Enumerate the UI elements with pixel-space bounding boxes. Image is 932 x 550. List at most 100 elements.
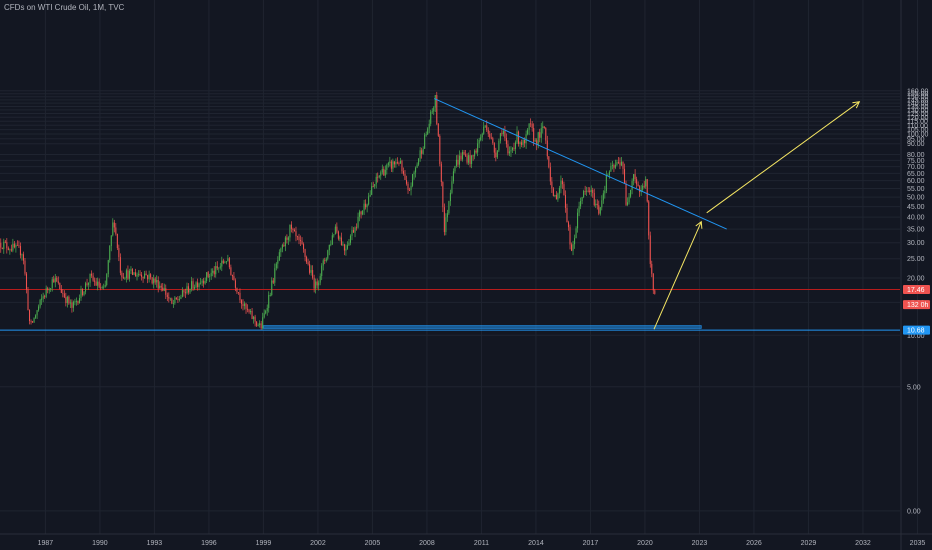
candle-body xyxy=(633,174,635,182)
candle-body xyxy=(95,281,97,286)
candle-body xyxy=(128,270,130,279)
candle-body xyxy=(496,150,498,158)
candle-body xyxy=(296,236,299,238)
horizontal-lines[interactable] xyxy=(0,289,900,331)
candle-body xyxy=(83,291,85,295)
candle-body xyxy=(518,131,520,145)
candle-body xyxy=(366,204,368,208)
candle-body xyxy=(119,257,121,273)
candle-body xyxy=(250,311,252,313)
projection-arrow-line[interactable] xyxy=(653,221,702,330)
candle-body xyxy=(35,315,37,318)
y-tick-label: 125.00 xyxy=(907,111,929,118)
candle-body xyxy=(184,292,186,294)
candle-body xyxy=(408,189,411,191)
candle-body xyxy=(584,191,586,192)
candle-body xyxy=(4,241,6,243)
candle-body xyxy=(154,278,156,283)
candle-body xyxy=(390,161,392,169)
candle-body xyxy=(570,244,573,251)
y-tick-label: 90.00 xyxy=(907,141,925,148)
y-tick-label: 25.00 xyxy=(907,256,925,263)
candle-body xyxy=(98,281,100,288)
candle-body xyxy=(159,285,161,289)
candle-body xyxy=(80,288,82,299)
candle-body xyxy=(493,143,495,153)
candle-body xyxy=(345,248,347,251)
candle-body xyxy=(316,281,318,286)
y-tick-label: 5.00 xyxy=(907,384,921,391)
candle-body xyxy=(536,140,538,145)
x-tick-label: 2023 xyxy=(692,540,708,547)
x-tick-label: 1996 xyxy=(201,540,217,547)
candle-body xyxy=(216,266,218,269)
candle-body xyxy=(113,222,115,228)
candle-body xyxy=(116,233,118,249)
candle-body xyxy=(569,227,571,245)
candle-body xyxy=(531,123,533,129)
drawings[interactable] xyxy=(434,98,861,330)
candle-body xyxy=(233,276,235,281)
candle-body xyxy=(212,270,214,273)
candle-body xyxy=(383,168,385,176)
y-tick-label: 60.00 xyxy=(907,178,925,185)
candle-body xyxy=(50,288,52,290)
descending-trendline[interactable] xyxy=(434,98,727,230)
candle-body xyxy=(306,257,308,263)
candle-body xyxy=(189,289,191,293)
candle-body xyxy=(407,183,409,190)
candle-body xyxy=(219,266,221,268)
candle-body xyxy=(278,252,280,261)
candle-body xyxy=(237,292,239,294)
candle-body xyxy=(133,272,135,275)
candle-body xyxy=(651,263,653,274)
candle-body xyxy=(360,211,362,215)
candle-body xyxy=(271,280,273,296)
candle-body xyxy=(106,274,108,286)
candle-body xyxy=(318,282,320,286)
candle-body xyxy=(25,273,28,290)
candle-body xyxy=(172,303,174,304)
candle-body xyxy=(186,286,188,294)
candle-body xyxy=(272,280,274,283)
candle-body xyxy=(340,237,342,246)
candle-body xyxy=(519,142,521,145)
candle-body xyxy=(587,190,589,192)
candle-body xyxy=(180,296,182,299)
candle-body xyxy=(275,263,277,269)
candle-body xyxy=(595,203,597,206)
candle-body xyxy=(542,126,544,129)
candle-body xyxy=(169,298,171,300)
candle-body xyxy=(628,196,630,203)
candle-body xyxy=(386,164,388,170)
x-tick-label: 2029 xyxy=(801,540,817,547)
candle-body xyxy=(527,129,529,135)
candle-body xyxy=(242,303,244,307)
candle-body xyxy=(548,156,550,168)
candle-body xyxy=(194,287,196,289)
candle-body xyxy=(260,323,262,329)
x-tick-label: 2014 xyxy=(528,540,544,547)
y-tick-label: 20.00 xyxy=(907,275,925,282)
candle-body xyxy=(369,194,371,197)
candle-body xyxy=(59,282,61,289)
candle-body xyxy=(478,139,480,144)
candle-body xyxy=(333,234,335,236)
y-tick-label: 105.00 xyxy=(907,127,929,134)
candle-body xyxy=(27,289,29,311)
projection-arrow-line[interactable] xyxy=(706,101,860,214)
x-tick-label: 2035 xyxy=(910,540,926,547)
candle-body xyxy=(363,203,365,211)
candle-body xyxy=(30,321,32,322)
candle-body xyxy=(454,165,456,172)
x-tick-label: 2005 xyxy=(365,540,381,547)
support-zone[interactable] xyxy=(263,325,702,329)
candle-body xyxy=(365,203,367,208)
candle-body xyxy=(48,289,50,291)
candle-body xyxy=(620,161,623,166)
candle-body xyxy=(253,316,255,319)
candle-body xyxy=(215,266,217,275)
candle-body xyxy=(75,301,77,302)
candle-body xyxy=(649,235,651,264)
